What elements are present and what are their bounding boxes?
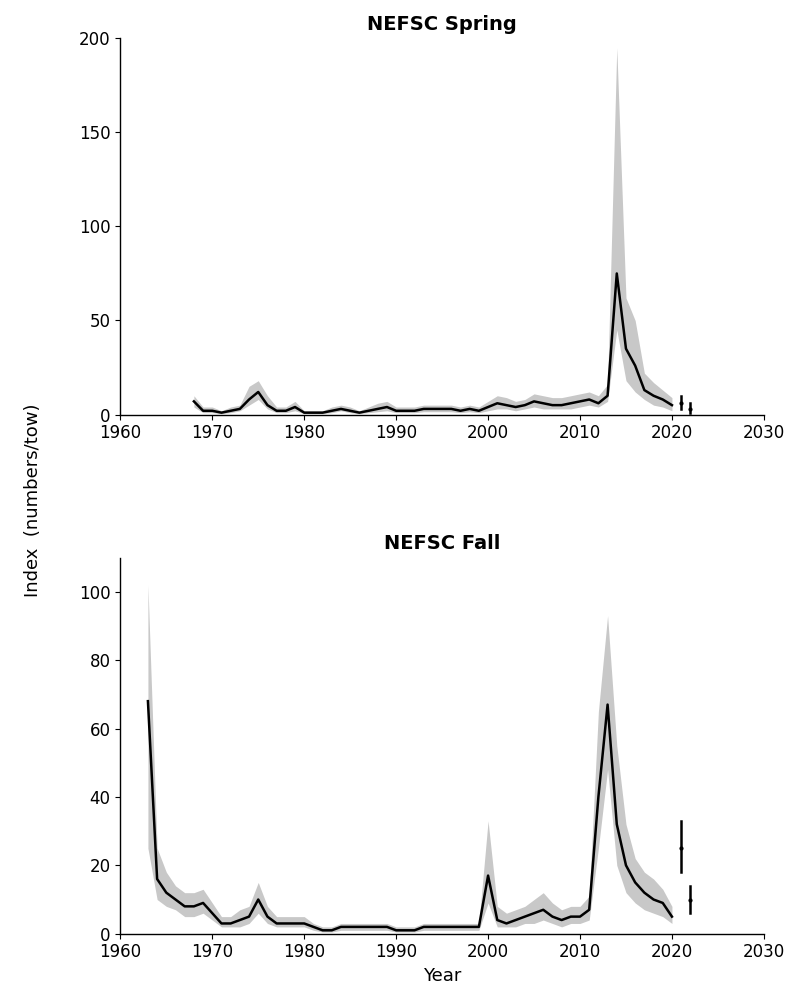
- X-axis label: Year: Year: [423, 967, 462, 985]
- Text: Index  (numbers/tow): Index (numbers/tow): [24, 403, 42, 597]
- Title: NEFSC Fall: NEFSC Fall: [384, 534, 500, 553]
- Title: NEFSC Spring: NEFSC Spring: [367, 15, 517, 34]
